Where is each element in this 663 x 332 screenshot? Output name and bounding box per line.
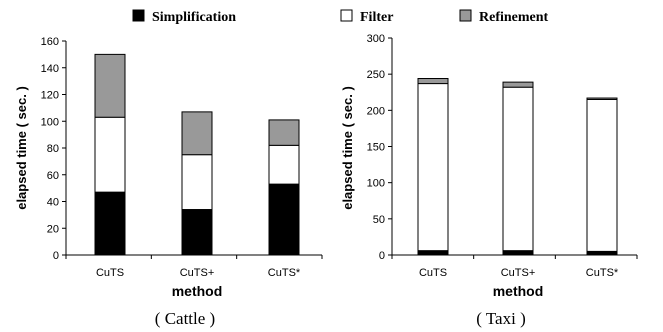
x-tick-label: CuTS+ — [501, 267, 536, 279]
y-axis-label: elapsed time ( sec. ) — [340, 86, 355, 210]
legend-swatch-refinement — [459, 9, 472, 22]
bar-refinement-cuts — [502, 81, 534, 88]
y-tick-label: 20 — [47, 223, 59, 235]
y-tick-label: 60 — [47, 170, 59, 182]
bar-refinement-cuts — [94, 53, 126, 118]
bar-simplification-cuts — [502, 250, 534, 256]
y-tick-label: 120 — [41, 90, 59, 102]
chart-cattle: 0 20 40 60 80 100 120 140 160 CuTS CuTS+ CuTS* metho… — [14, 36, 323, 328]
y-tick-label: 40 — [47, 197, 59, 209]
x-axis-label: method — [172, 283, 223, 299]
y-tick-label: 100 — [367, 178, 385, 190]
y-tick-label: 140 — [41, 63, 59, 75]
y-tick-label: 100 — [41, 116, 59, 128]
bar-filter-cuts — [94, 116, 126, 193]
x-tick-label: CuTS — [96, 267, 124, 279]
bar-refinement-cuts — [268, 119, 300, 146]
legend-label-refinement: Refinement — [479, 10, 549, 25]
bar-simplification-cuts — [586, 250, 618, 256]
chart-caption: ( Taxi ) — [476, 309, 525, 328]
chart-taxi: 0 50 100 150 200 250 300 CuTS CuTS+ CuTS* method el… — [340, 33, 638, 328]
bar-simplification-cuts — [94, 191, 126, 256]
bar-simplification-cuts — [417, 250, 449, 256]
bar-simplification-cuts — [181, 209, 213, 256]
bar-refinement-cuts — [181, 111, 213, 156]
bar-filter-cuts — [502, 86, 534, 252]
y-tick-label: 0 — [379, 250, 385, 262]
y-tick-label: 250 — [367, 69, 385, 81]
x-tick-label: CuTS — [419, 267, 447, 279]
x-axis-label: method — [493, 283, 544, 299]
x-tick-label: CuTS+ — [180, 267, 215, 279]
bar-filter-cuts — [417, 83, 449, 252]
y-tick-label: 150 — [367, 142, 385, 154]
legend-label-filter: Filter — [360, 10, 393, 25]
bar-refinement-cuts — [417, 78, 449, 85]
legend-label-simplification: Simplification — [152, 10, 236, 25]
bar-filter-cuts — [268, 144, 300, 185]
x-tick-label: CuTS* — [586, 267, 619, 279]
bar-filter-cuts — [586, 98, 618, 252]
y-tick-label: 80 — [47, 143, 59, 155]
y-tick-label: 300 — [367, 33, 385, 45]
bar-refinement-cuts — [586, 97, 618, 100]
y-tick-label: 50 — [373, 214, 385, 226]
y-tick-label: 200 — [367, 105, 385, 117]
legend: Simplification Filter Refinement — [132, 9, 549, 25]
chart-caption: ( Cattle ) — [155, 309, 215, 328]
bar-filter-cuts — [181, 154, 213, 211]
legend-swatch-simplification — [132, 9, 145, 22]
bar-simplification-cuts — [268, 183, 300, 256]
x-tick-label: CuTS* — [268, 267, 301, 279]
y-tick-label: 160 — [41, 36, 59, 48]
y-axis-label: elapsed time ( sec. ) — [14, 86, 29, 210]
y-tick-label: 0 — [53, 250, 59, 262]
legend-swatch-filter — [340, 9, 353, 22]
